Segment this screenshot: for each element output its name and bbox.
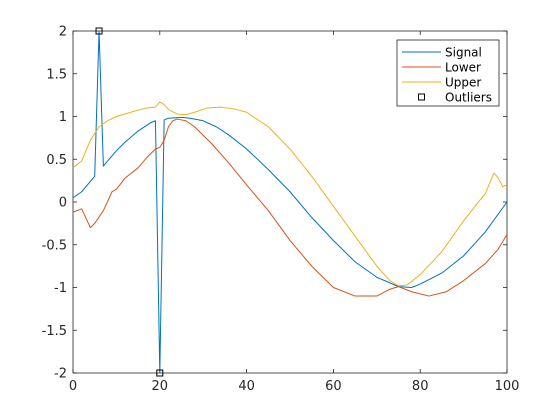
y-tick-label: 0.5 [46, 153, 67, 168]
x-tick-label: 40 [238, 379, 255, 394]
legend-swatch-outliers [418, 93, 425, 101]
x-tick-label: 100 [495, 379, 520, 394]
outlier-marker [156, 369, 164, 377]
y-tick-label: 0 [59, 196, 67, 211]
x-tick-label: 20 [152, 379, 169, 394]
outlier-marker [95, 27, 103, 35]
y-tick-label: 2 [59, 25, 67, 40]
y-tick-label: -1.5 [42, 324, 67, 339]
legend-label-upper: Upper [445, 76, 481, 90]
y-tick-label: -1 [54, 281, 67, 296]
x-tick-label: 0 [69, 379, 77, 394]
series-layer [72, 27, 508, 377]
y-tick-label: 1.5 [46, 67, 67, 82]
legend-label-outliers: Outliers [445, 91, 492, 105]
legend-box [396, 39, 500, 107]
y-tick-label: 1 [59, 110, 67, 125]
series-lower-line [72, 118, 508, 297]
y-tick-label: -2 [54, 367, 67, 382]
series-signal-line [72, 30, 508, 374]
y-tick-label: -0.5 [42, 238, 67, 253]
legend-label-lower: Lower [445, 61, 481, 75]
axis-tick-labels: 0 20 40 60 80 100 -2 -1.5 -1 -0.5 0 0.5 1 1.5 2 [42, 25, 520, 395]
series-upper-line [72, 101, 508, 287]
axis-ticks [72, 30, 508, 374]
legend-label-signal: Signal [445, 46, 482, 60]
x-tick-label: 80 [412, 379, 429, 394]
x-tick-label: 60 [325, 379, 342, 394]
